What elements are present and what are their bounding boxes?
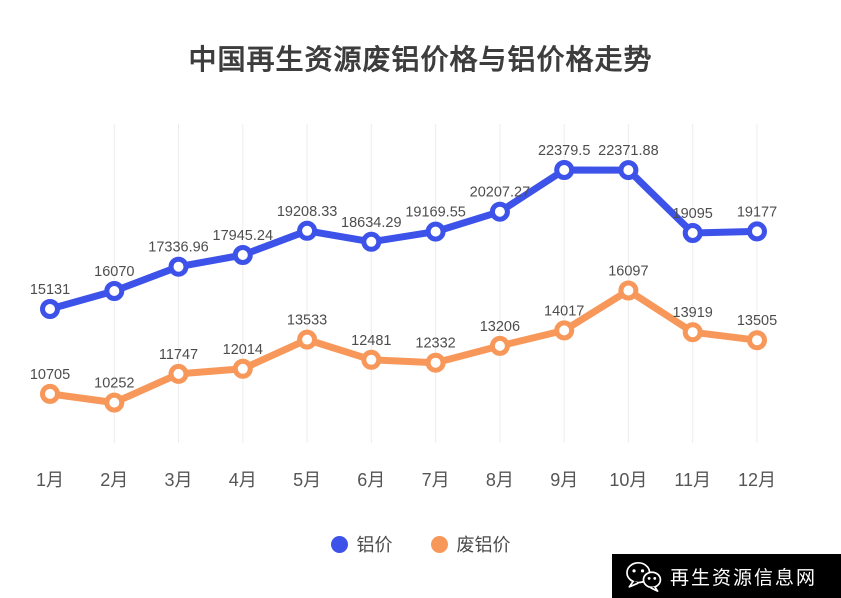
series-aluminum: 15131 16070 17336.96 17945.2419208.3318634.…: [30, 143, 777, 319]
value-label: 15131: [30, 282, 70, 298]
x-axis-label: 7月: [422, 470, 450, 490]
legend-label-scrap-aluminum: 废铝价: [456, 535, 511, 555]
x-axis-label: 2月: [100, 470, 128, 490]
data-point-marker: [747, 330, 767, 351]
gridlines: [113, 124, 758, 443]
x-axis-label: 6月: [357, 470, 385, 490]
data-point-marker: [425, 221, 446, 242]
value-label: 13533: [287, 313, 327, 329]
value-label: 12481: [351, 333, 391, 349]
data-point-marker: [554, 320, 575, 341]
watermark: 再生资源信息网: [612, 554, 841, 598]
value-label: 19095: [673, 206, 713, 222]
data-point-marker: [747, 221, 767, 242]
data-point-marker: [104, 281, 125, 301]
value-label: 16070: [94, 264, 134, 280]
value-label: 12014: [223, 342, 263, 358]
data-point-marker: [232, 358, 253, 379]
legend-item-scrap-aluminum[interactable]: 废铝价: [430, 531, 511, 557]
x-axis-labels: 1月 2月 3月 4月 5月 6月 7月 8月 9月 10月 11月 12月: [36, 470, 776, 490]
value-label: 16097: [608, 264, 648, 280]
data-point-marker: [682, 223, 703, 243]
line-chart: 15131 16070 17336.96 17945.2419208.3318634.…: [30, 124, 777, 490]
data-point-marker: [489, 201, 510, 222]
value-label: 19169.55: [405, 205, 465, 221]
data-point-marker: [361, 349, 382, 370]
x-axis-label: 1月: [36, 470, 64, 490]
value-label: 18634.29: [341, 215, 401, 231]
value-label: 12332: [415, 336, 455, 352]
data-point-marker: [618, 160, 639, 181]
data-point-marker: [361, 231, 382, 252]
x-axis-label: 11月: [674, 470, 711, 490]
data-point-marker: [232, 245, 253, 265]
value-label: 22371.88: [598, 143, 658, 159]
value-label: 20207.27: [470, 185, 530, 201]
value-label: 10252: [94, 376, 134, 392]
data-point-marker: [554, 160, 575, 180]
data-point-marker: [682, 322, 703, 343]
data-point-marker: [297, 220, 318, 241]
x-axis-label: 3月: [164, 470, 192, 490]
legend-dot-aluminum-icon: [330, 535, 348, 553]
value-label: 13206: [480, 319, 520, 335]
series-line: [46, 287, 761, 407]
legend-item-aluminum[interactable]: 铝价: [330, 531, 393, 557]
data-point-marker: [168, 363, 189, 384]
value-label: 19208.33: [277, 204, 337, 220]
value-label: 14017: [544, 303, 584, 319]
value-label: 19177: [737, 204, 777, 220]
data-point-marker: [40, 299, 60, 319]
series-scrap-aluminum: 10705 10252 11747 12014 13533 12481 12332 13206…: [30, 264, 777, 413]
value-label: 13919: [673, 305, 713, 321]
x-axis-label: 4月: [229, 470, 257, 490]
legend-dot-scrap-aluminum-icon: [430, 535, 448, 553]
series-line: [46, 166, 761, 313]
data-point-marker: [297, 329, 318, 350]
legend: 铝价 废铝价: [0, 531, 841, 557]
value-label: 13505: [737, 313, 777, 329]
data-point-marker: [168, 256, 189, 277]
value-label: 17336.96: [148, 240, 208, 256]
watermark-text: 再生资源信息网: [670, 567, 818, 589]
wechat-icon: [626, 561, 662, 592]
value-label: 22379.5: [538, 143, 590, 159]
data-point-marker: [489, 335, 510, 356]
x-axis-label: 5月: [293, 470, 321, 490]
data-point-marker: [618, 280, 639, 301]
chart-title: 中国再生资源废铝价格与铝价格走势: [188, 44, 653, 75]
legend-label-aluminum: 铝价: [356, 535, 393, 555]
data-point-marker: [104, 392, 125, 413]
x-axis-label: 9月: [550, 470, 578, 490]
value-label: 10705: [30, 367, 70, 383]
value-label: 17945.24: [213, 228, 273, 244]
x-axis-label: 12月: [738, 470, 776, 490]
x-axis-label: 10月: [609, 470, 647, 490]
x-axis-label: 8月: [486, 470, 514, 490]
value-label: 11747: [159, 347, 198, 363]
data-point-marker: [425, 352, 446, 373]
data-point-marker: [40, 383, 60, 404]
